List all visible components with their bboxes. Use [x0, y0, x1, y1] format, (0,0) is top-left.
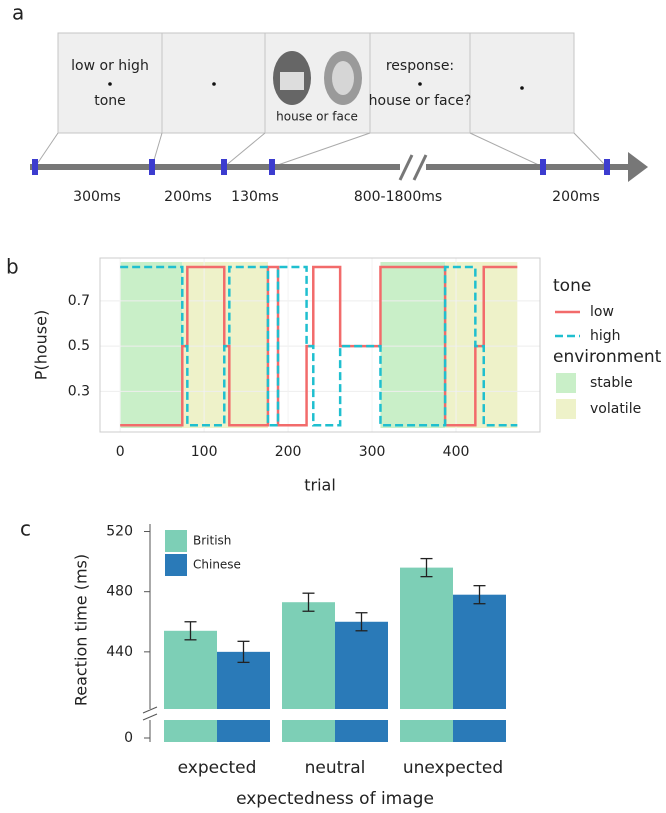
frame-text: house or face	[276, 110, 358, 124]
panel-label: b	[6, 255, 19, 279]
duration-label: 800-1800ms	[354, 189, 442, 205]
legend-swatch	[556, 399, 576, 419]
x-axis-label: expectedness of image	[236, 789, 434, 809]
legend-label: British	[193, 534, 231, 548]
series-line	[120, 265, 518, 427]
x-tick-label: 300	[359, 444, 386, 460]
environment-band	[380, 262, 446, 428]
break-mark	[398, 154, 414, 181]
frame	[469, 32, 575, 134]
bar	[400, 567, 453, 709]
plot-frame	[99, 257, 541, 433]
bar	[282, 602, 335, 709]
legend-title: environment	[553, 347, 662, 367]
y-tick-label: 520	[106, 524, 133, 540]
x-tick-label: 0	[116, 444, 125, 460]
house-image	[280, 72, 304, 90]
y-tick-label: 440	[106, 644, 133, 660]
connector	[271, 132, 371, 168]
x-tick-label: unexpected	[403, 758, 503, 778]
legend-swatch	[165, 554, 187, 576]
x-tick-label: 100	[191, 444, 218, 460]
connector	[34, 132, 59, 168]
panel-label: a	[12, 1, 24, 25]
break-gap	[400, 155, 426, 179]
legend-swatch	[165, 530, 187, 552]
connector	[573, 132, 608, 168]
fixation	[108, 82, 112, 86]
y-axis-label: Reaction time (ms)	[72, 554, 91, 706]
frame-text: tone	[94, 93, 126, 109]
connector	[469, 132, 544, 168]
legend-label: low	[590, 304, 614, 320]
event-marker	[604, 159, 610, 175]
event-marker	[269, 159, 275, 175]
duration-label: 300ms	[73, 189, 121, 205]
x-tick-label: 400	[443, 444, 470, 460]
y-tick-label: 0.3	[68, 383, 90, 399]
y-tick-label: 0	[124, 730, 133, 746]
connector	[223, 132, 266, 168]
face-image	[332, 61, 354, 95]
bar	[335, 621, 388, 709]
bar-stub	[217, 720, 270, 742]
y-tick-label: 0.7	[68, 293, 90, 309]
x-tick-label: 200	[275, 444, 302, 460]
event-marker	[221, 159, 227, 175]
event-marker	[149, 159, 155, 175]
legend-label: stable	[590, 375, 633, 391]
legend-title: tone	[553, 276, 591, 296]
duration-label: 200ms	[552, 189, 600, 205]
panel-a: a low or high tone house or face respons…	[12, 1, 648, 205]
environment-band	[120, 262, 183, 428]
fixation	[520, 86, 524, 90]
break-mark	[412, 154, 428, 181]
timeline-arrow	[628, 152, 648, 182]
duration-label: 200ms	[164, 189, 212, 205]
y-tick-label: 480	[106, 584, 133, 600]
bar-stub	[400, 720, 453, 742]
x-tick-label: expected	[178, 758, 257, 778]
frame-text: low or high	[71, 58, 149, 74]
event-marker	[32, 159, 38, 175]
bar-stub	[282, 720, 335, 742]
legend-swatch	[556, 373, 576, 393]
panel-label: c	[20, 517, 31, 541]
event-marker	[540, 159, 546, 175]
bar-stub	[164, 720, 217, 742]
bar-stub	[335, 720, 388, 742]
frame-text: house or face?	[369, 93, 472, 109]
axis-break	[142, 706, 158, 714]
bar	[164, 630, 217, 709]
legend-label: high	[590, 328, 621, 344]
legend-label: volatile	[590, 401, 641, 417]
bar	[453, 594, 506, 709]
legend-label: Chinese	[193, 558, 241, 572]
y-axis-label: P(house)	[32, 310, 51, 380]
axis-break	[142, 713, 158, 721]
x-axis-label: trial	[304, 476, 336, 495]
fixation	[212, 82, 216, 86]
x-tick-label: neutral	[305, 758, 366, 778]
duration-label: 130ms	[231, 189, 279, 205]
series-line	[120, 265, 518, 427]
bar-stub	[453, 720, 506, 742]
fixation	[418, 82, 422, 86]
frame-text: response:	[386, 58, 454, 74]
y-tick-label: 0.5	[68, 338, 90, 354]
